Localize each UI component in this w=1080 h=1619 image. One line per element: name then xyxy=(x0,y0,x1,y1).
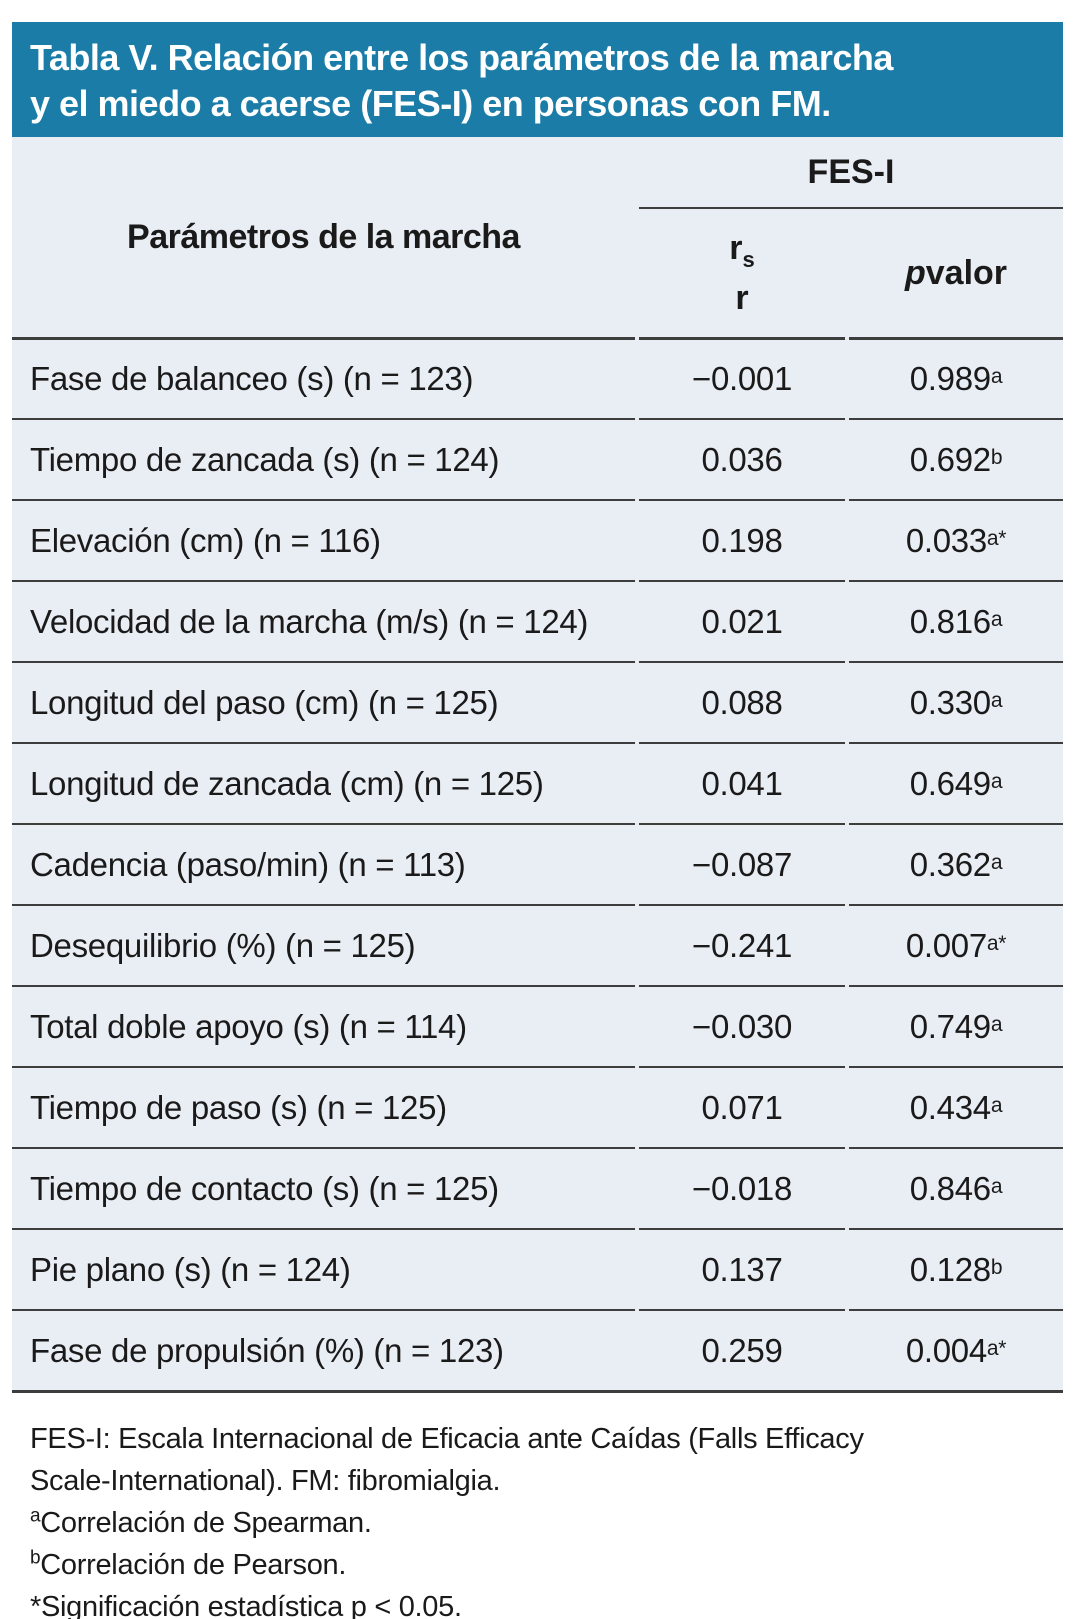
p-value-cell: 0.749 a xyxy=(849,985,1063,1066)
table-footnotes: FES-I: Escala Internacional de Eficacia … xyxy=(30,1418,1040,1619)
param-label-cell: Tiempo de paso (s) (n = 125) xyxy=(12,1066,635,1147)
r-value-cell: −0.030 xyxy=(639,985,845,1066)
p-value-cell: 0.434 a xyxy=(849,1066,1063,1147)
table-title-bar: Tabla V. Relación entre los parámetros d… xyxy=(12,22,1063,137)
table-row: Tiempo de zancada (s) (n = 124) 0.036 0.… xyxy=(12,418,1063,499)
param-label-cell: Cadencia (paso/min) (n = 113) xyxy=(12,823,635,904)
param-label-cell: Pie plano (s) (n = 124) xyxy=(12,1228,635,1309)
p-value-cell: 0.649 a xyxy=(849,742,1063,823)
p-value-cell: 0.816 a xyxy=(849,580,1063,661)
param-label-cell: Tiempo de contacto (s) (n = 125) xyxy=(12,1147,635,1228)
column-header-p-value: p valor xyxy=(904,253,1008,292)
footnote-pearson: bCorrelación de Pearson. xyxy=(30,1547,347,1581)
r-value-cell: −0.087 xyxy=(639,823,845,904)
param-label-cell: Longitud del paso (cm) (n = 125) xyxy=(12,661,635,742)
p-value-cell: 0.033 a* xyxy=(849,499,1063,580)
table-title-line-2: y el miedo a caerse (FES-I) en personas … xyxy=(30,83,831,124)
data-table: Parámetros de la marcha FES-I rs r p val… xyxy=(12,137,1063,1393)
table-row: Pie plano (s) (n = 124) 0.137 0.128 b xyxy=(12,1228,1063,1309)
table-row: Fase de propulsión (%) (n = 123) 0.259 0… xyxy=(12,1309,1063,1390)
p-value-cell: 0.330 a xyxy=(849,661,1063,742)
param-label-cell: Desequilibrio (%) (n = 125) xyxy=(12,904,635,985)
p-value-cell: 0.989 a xyxy=(849,337,1063,418)
p-value-cell: 0.362 a xyxy=(849,823,1063,904)
footnote-abbreviations: FES-I: Escala Internacional de Eficacia … xyxy=(30,1423,864,1497)
param-label-cell: Fase de propulsión (%) (n = 123) xyxy=(12,1309,635,1390)
r-value-cell: 0.071 xyxy=(639,1066,845,1147)
table-row: Desequilibrio (%) (n = 125) −0.241 0.007… xyxy=(12,904,1063,985)
param-label-cell: Total doble apoyo (s) (n = 114) xyxy=(12,985,635,1066)
table-bottom-rule xyxy=(12,1390,1063,1393)
param-label-cell: Velocidad de la marcha (m/s) (n = 124) xyxy=(12,580,635,661)
column-group-header-fesi: FES-I xyxy=(639,137,1063,209)
r-value-cell: 0.088 xyxy=(639,661,845,742)
r-value-cell: −0.018 xyxy=(639,1147,845,1228)
p-value-cell: 0.692 b xyxy=(849,418,1063,499)
param-label-cell: Elevación (cm) (n = 116) xyxy=(12,499,635,580)
table-row: Fase de balanceo (s) (n = 123) −0.001 0.… xyxy=(12,337,1063,418)
p-value-cell: 0.007 a* xyxy=(849,904,1063,985)
param-label-cell: Tiempo de zancada (s) (n = 124) xyxy=(12,418,635,499)
table-row: Longitud de zancada (cm) (n = 125) 0.041… xyxy=(12,742,1063,823)
table-row: Total doble apoyo (s) (n = 114) −0.030 0… xyxy=(12,985,1063,1066)
r-value-cell: −0.241 xyxy=(639,904,845,985)
table-body: Fase de balanceo (s) (n = 123) −0.001 0.… xyxy=(12,337,1063,1390)
column-header-r: rs r xyxy=(639,209,845,337)
r-pearson-symbol: r xyxy=(735,278,749,317)
r-value-cell: 0.036 xyxy=(639,418,845,499)
table-row: Cadencia (paso/min) (n = 113) −0.087 0.3… xyxy=(12,823,1063,904)
table-row: Tiempo de paso (s) (n = 125) 0.071 0.434… xyxy=(12,1066,1063,1147)
r-value-cell: 0.021 xyxy=(639,580,845,661)
footnote-spearman: aCorrelación de Spearman. xyxy=(30,1505,372,1539)
table-title-line-1: Tabla V. Relación entre los parámetros d… xyxy=(30,37,893,78)
r-value-cell: 0.137 xyxy=(639,1228,845,1309)
table-header: Parámetros de la marcha FES-I rs r p val… xyxy=(12,137,1063,337)
r-value-cell: 0.041 xyxy=(639,742,845,823)
r-value-cell: −0.001 xyxy=(639,337,845,418)
p-value-cell: 0.004 a* xyxy=(849,1309,1063,1390)
footnote-significance: *Significación estadística p < 0.05. xyxy=(30,1591,462,1619)
param-label-cell: Fase de balanceo (s) (n = 123) xyxy=(12,337,635,418)
table-row: Velocidad de la marcha (m/s) (n = 124) 0… xyxy=(12,580,1063,661)
r-value-cell: 0.198 xyxy=(639,499,845,580)
param-label-cell: Longitud de zancada (cm) (n = 125) xyxy=(12,742,635,823)
r-value-cell: 0.259 xyxy=(639,1309,845,1390)
table-row: Longitud del paso (cm) (n = 125) 0.088 0… xyxy=(12,661,1063,742)
table-row: Elevación (cm) (n = 116) 0.198 0.033 a* xyxy=(12,499,1063,580)
table-row: Tiempo de contacto (s) (n = 125) −0.018 … xyxy=(12,1147,1063,1228)
p-value-cell: 0.128 b xyxy=(849,1228,1063,1309)
column-header-parameters: Parámetros de la marcha xyxy=(127,217,520,256)
r-spearman-symbol: rs xyxy=(729,229,755,272)
p-value-cell: 0.846 a xyxy=(849,1147,1063,1228)
